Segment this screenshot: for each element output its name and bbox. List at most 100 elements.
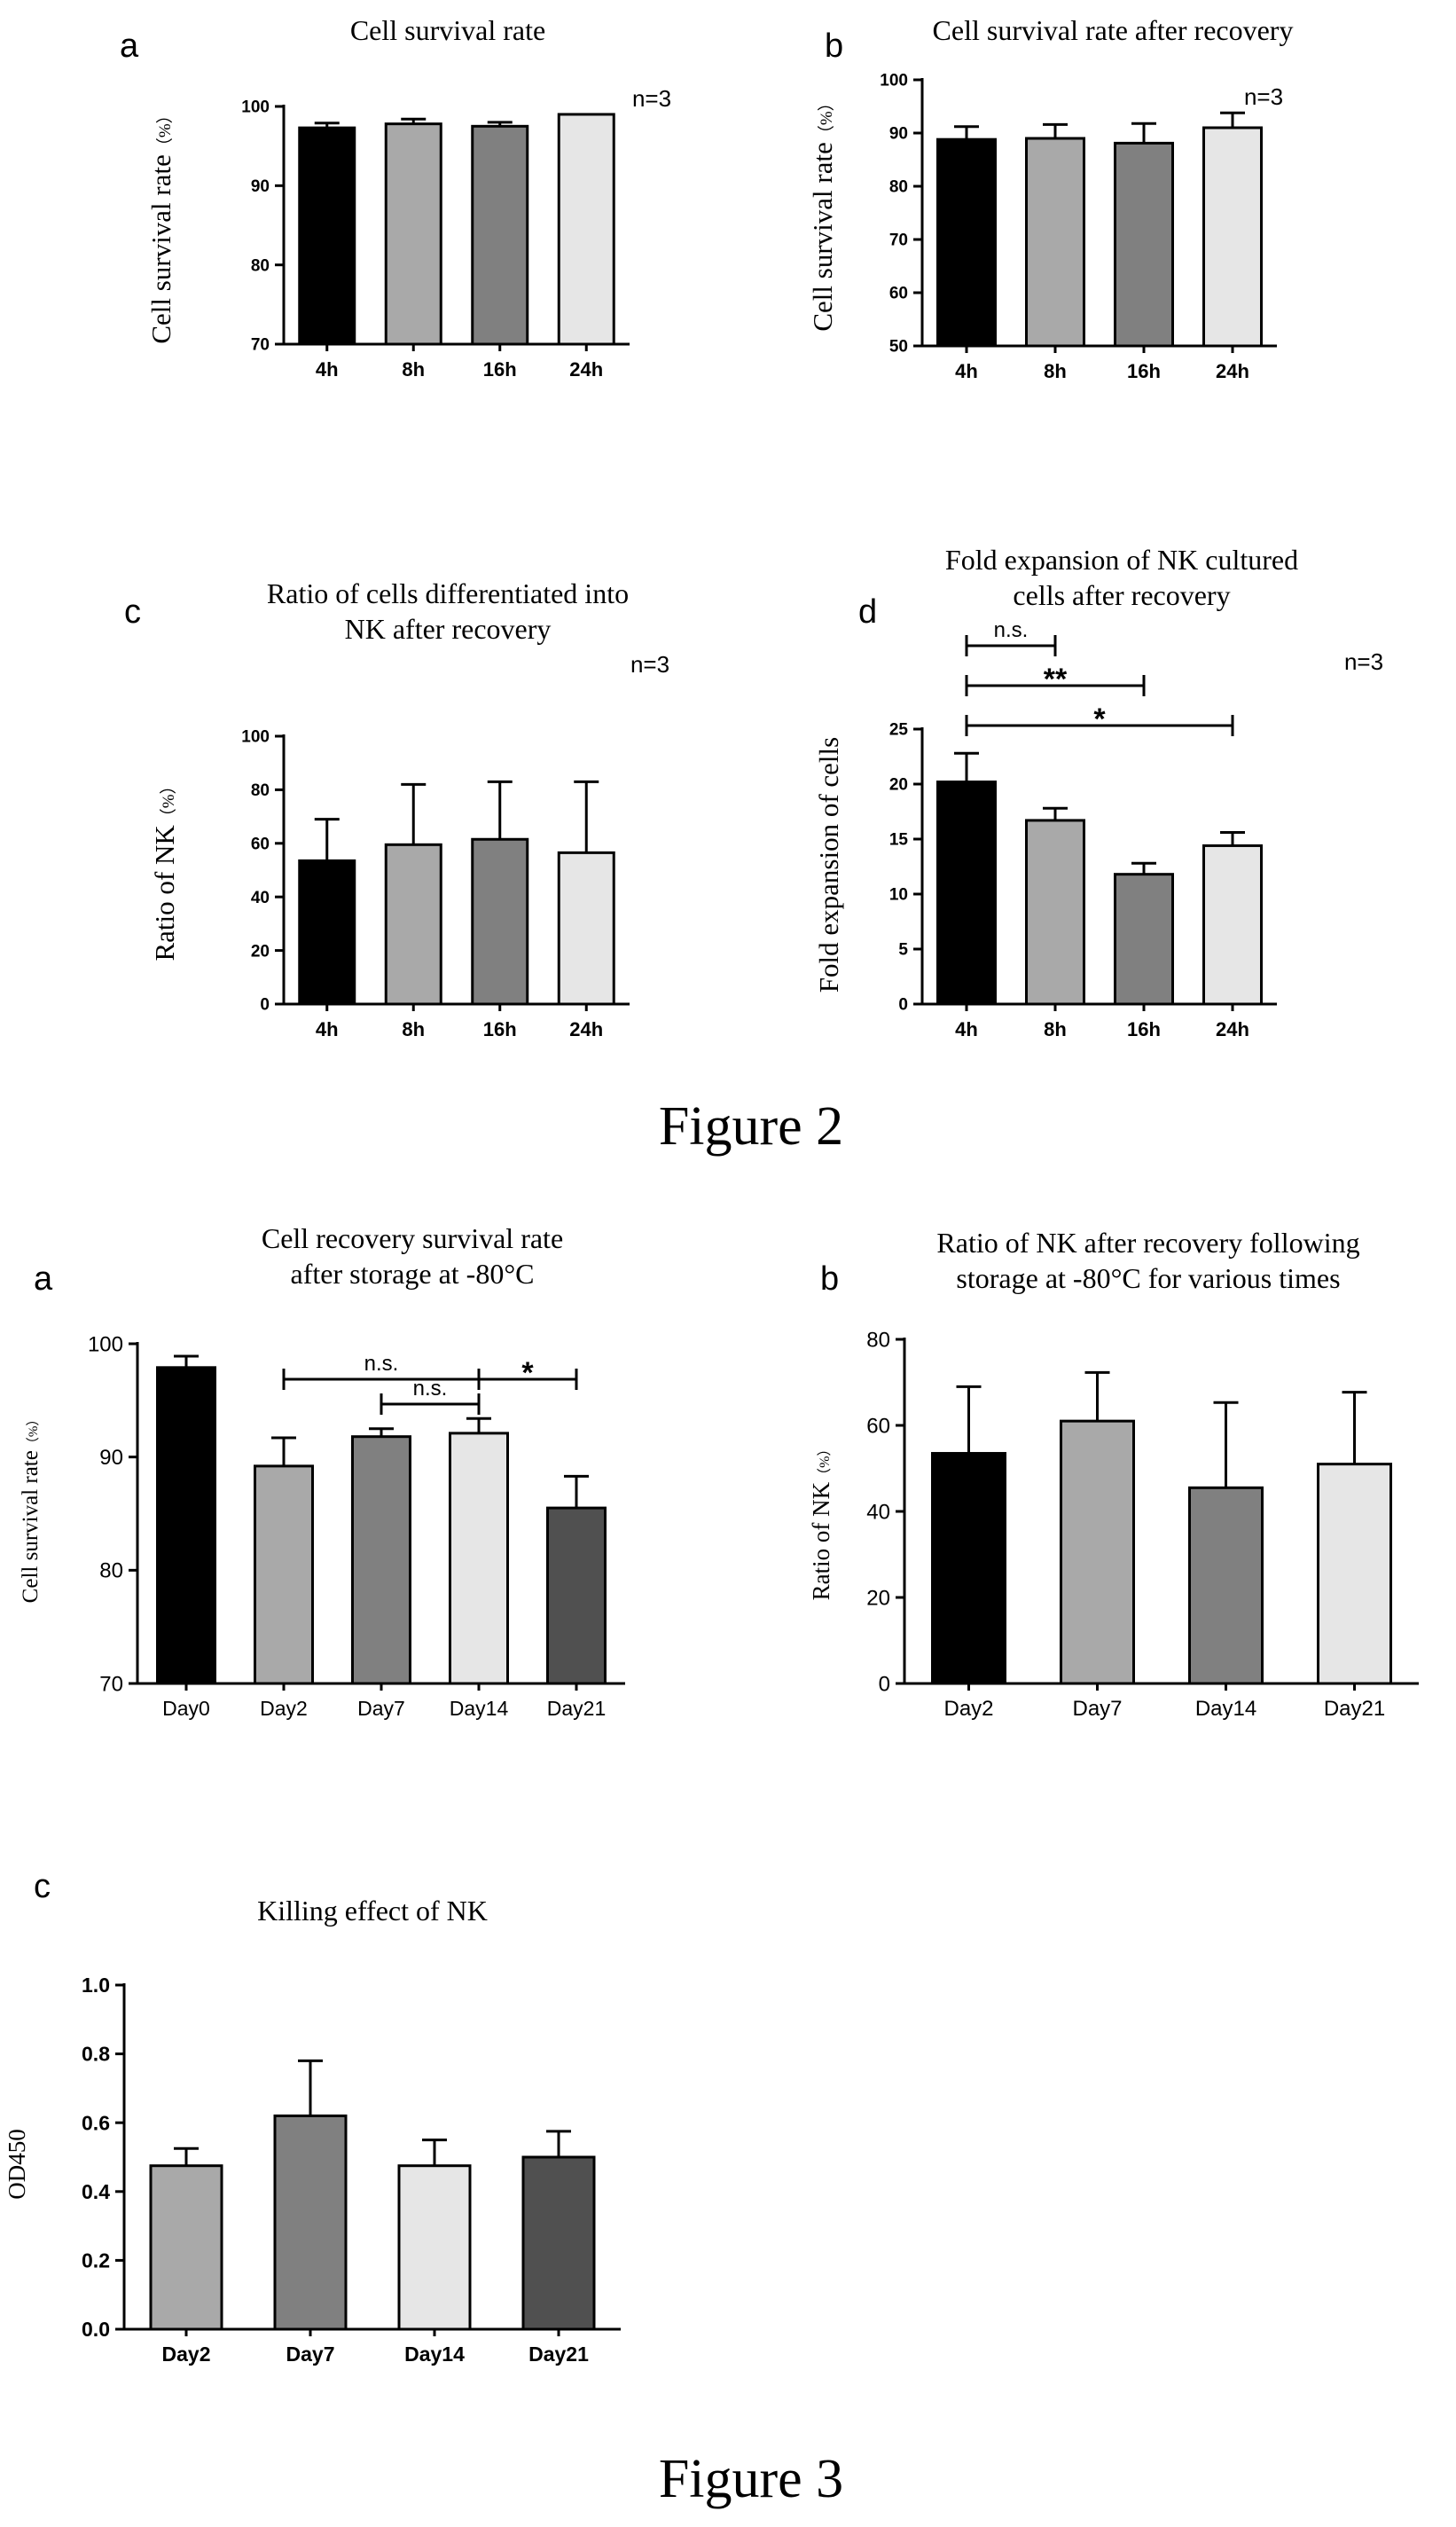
bar xyxy=(471,837,529,1006)
x-tick-label: 16h xyxy=(1127,360,1161,382)
y-tick-label: 90 xyxy=(889,125,908,144)
significance-label: * xyxy=(521,1356,534,1390)
x-tick-label: Day7 xyxy=(1072,1697,1122,1721)
y-tick-label: 0.6 xyxy=(82,2111,110,2134)
x-tick-label: 8h xyxy=(1044,1018,1067,1040)
y-tick-label: 70 xyxy=(889,232,908,250)
y-tick-label: 70 xyxy=(99,1672,123,1696)
x-tick-label: 4h xyxy=(955,360,978,382)
y-tick-label: 100 xyxy=(880,72,908,90)
significance-label: n.s. xyxy=(994,618,1029,642)
bar xyxy=(1202,126,1263,348)
chart-title: Ratio of cells differentiated into xyxy=(267,577,629,609)
y-tick-label: 40 xyxy=(251,889,270,907)
y-tick-label: 100 xyxy=(241,728,270,747)
bar xyxy=(557,851,615,1006)
y-tick-label: 5 xyxy=(898,941,908,960)
panel-letter: c xyxy=(34,1868,51,1905)
y-tick-label: 90 xyxy=(251,177,270,196)
y-tick-label: 10 xyxy=(889,886,908,905)
y-tick-label: 25 xyxy=(889,721,909,740)
y-tick-label: 15 xyxy=(889,831,909,850)
x-tick-label: Day2 xyxy=(943,1697,993,1721)
chart-title: Cell survival rate xyxy=(350,14,545,46)
bar xyxy=(1317,1463,1392,1685)
y-tick-label: 40 xyxy=(866,1500,890,1524)
bar xyxy=(936,781,997,1006)
x-tick-label: Day14 xyxy=(450,1697,509,1720)
bar xyxy=(397,2164,472,2331)
x-tick-label: 8h xyxy=(402,1018,425,1040)
y-tick-label: 90 xyxy=(99,1446,123,1470)
y-tick-label: 80 xyxy=(99,1559,123,1583)
y-axis-label: Fold expansion of cells xyxy=(813,737,844,993)
bar xyxy=(149,2164,223,2331)
bar xyxy=(1202,844,1263,1006)
sample-size-label: n=3 xyxy=(632,85,671,112)
bar xyxy=(1025,819,1085,1006)
y-tick-label: 20 xyxy=(251,942,270,961)
x-tick-label: 16h xyxy=(483,358,517,381)
bar xyxy=(557,113,615,346)
significance-label: ** xyxy=(1044,663,1068,696)
bar xyxy=(1025,137,1085,348)
x-tick-label: Day14 xyxy=(1195,1697,1256,1721)
y-tick-label: 0 xyxy=(260,996,270,1015)
chart-panel-5: a Cell recovery survival rate after storag… xyxy=(19,1222,625,1720)
x-tick-label: Day21 xyxy=(528,2343,589,2366)
y-tick-label: 0.2 xyxy=(82,2248,110,2272)
figure-caption: Figure 2 xyxy=(659,1096,843,1157)
chart-panel-1: a Cell survival rate n=3 Cell survival rate… xyxy=(120,14,671,381)
y-tick-label: 0.0 xyxy=(82,2318,110,2341)
chart-title: Cell recovery survival rate xyxy=(262,1222,563,1254)
bar xyxy=(521,2155,596,2331)
bar xyxy=(546,1506,607,1685)
chart-title: Fold expansion of NK cultured xyxy=(945,544,1298,576)
bar xyxy=(384,843,442,1006)
bar xyxy=(471,124,529,346)
y-tick-label: 60 xyxy=(866,1414,890,1438)
x-tick-label: 24h xyxy=(569,1018,603,1040)
significance-label: n.s. xyxy=(364,1352,399,1376)
x-tick-label: Day21 xyxy=(547,1697,606,1720)
y-tick-label: 80 xyxy=(251,781,270,800)
y-tick-label: 50 xyxy=(889,338,908,357)
y-axis-label: Ratio of NK（%） xyxy=(808,1442,834,1601)
x-tick-label: 16h xyxy=(483,1018,517,1040)
x-tick-label: Day7 xyxy=(286,2343,335,2366)
x-tick-label: 8h xyxy=(402,358,425,381)
x-tick-label: 24h xyxy=(1216,360,1249,382)
x-tick-label: Day7 xyxy=(357,1697,405,1720)
significance-label: n.s. xyxy=(413,1377,448,1401)
panel-letter: d xyxy=(858,593,877,631)
y-axis-label: Cell survival rate（%） xyxy=(807,94,838,331)
bar xyxy=(936,137,997,348)
y-tick-label: 70 xyxy=(251,336,270,355)
bar xyxy=(1060,1419,1135,1685)
x-tick-label: Day2 xyxy=(162,2343,211,2366)
y-tick-label: 20 xyxy=(866,1586,890,1610)
x-tick-label: 8h xyxy=(1044,360,1067,382)
chart-panel-3: c Ratio of cells differentiated into NK af… xyxy=(124,577,669,1040)
chart-panel-7: c Killing effect of NK OD450 Day2 Day7 Day14 D… xyxy=(4,1868,621,2366)
x-tick-label: Day21 xyxy=(1324,1697,1385,1721)
chart-panel-6: b Ratio of NK after recovery followingsto… xyxy=(808,1227,1419,1721)
x-tick-label: 4h xyxy=(316,1018,339,1040)
chart-title: Cell survival rate after recovery xyxy=(933,14,1294,46)
bar xyxy=(351,1435,411,1685)
bar xyxy=(1114,873,1174,1006)
chart-panel-2: b Cell survival rate after recovery n=3 Cel… xyxy=(807,14,1293,382)
y-tick-label: 0.4 xyxy=(82,2180,110,2203)
x-tick-label: 24h xyxy=(569,358,603,381)
y-axis-label: Cell survival rate（%） xyxy=(19,1413,43,1604)
chart-title: NK after recovery xyxy=(345,613,552,645)
bar xyxy=(273,2114,348,2331)
y-tick-label: 0 xyxy=(879,1672,890,1696)
y-axis-label: OD450 xyxy=(4,2129,30,2200)
y-tick-label: 1.0 xyxy=(82,1974,110,1997)
x-tick-label: 4h xyxy=(955,1018,978,1040)
bar xyxy=(298,126,356,346)
panel-letter: b xyxy=(825,27,843,65)
x-tick-label: 4h xyxy=(316,358,339,381)
